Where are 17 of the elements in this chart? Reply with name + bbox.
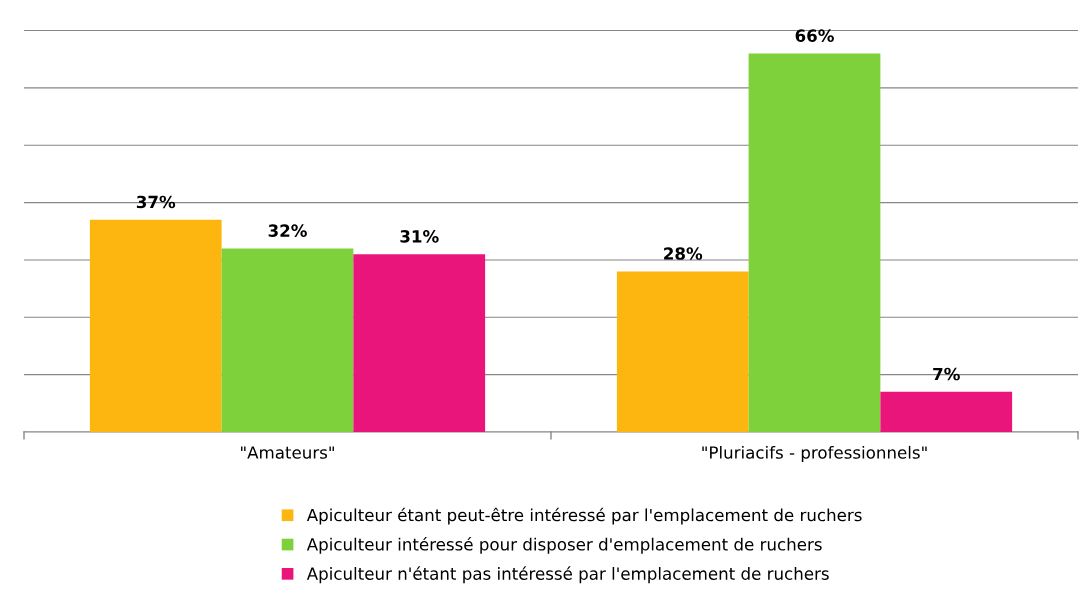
bar: [221, 248, 354, 432]
x-tick-label: "Pluriacifs - professionnels": [702, 445, 927, 463]
data-label: 37%: [136, 195, 176, 209]
data-label: 66%: [795, 29, 834, 42]
bar: [89, 219, 222, 432]
bar: [616, 271, 749, 432]
data-label: 32%: [268, 224, 307, 237]
legend-label: Apiculteur n'étant pas intéressé par l'emplacement de ruchers: [306, 566, 829, 584]
data-label: 31%: [400, 230, 439, 243]
x-tick-label: "Amateurs": [241, 446, 334, 459]
bar: [748, 53, 881, 432]
bar: [353, 254, 486, 432]
data-label: 7%: [933, 367, 960, 381]
legend-label: Apiculteur intéressé pour disposer d'emplacement de ruchers: [306, 537, 822, 554]
bar: [880, 391, 1013, 432]
data-label: 28%: [664, 247, 703, 260]
legend-label: Apiculteur étant peut-être intéressé par l'emplacement de ruchers: [306, 507, 862, 525]
